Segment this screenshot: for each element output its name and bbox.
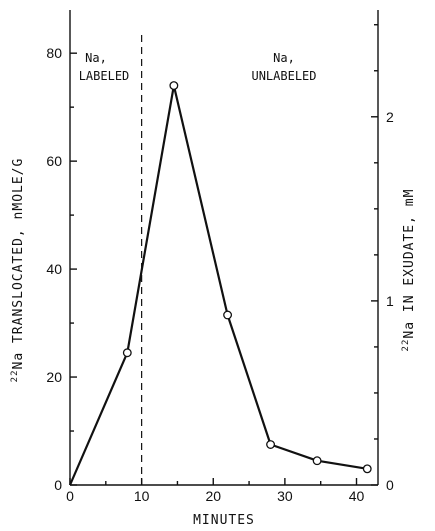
ticks: 0 10 20 30 40 0 20 40 60 80 0 1 2 — [46, 24, 394, 504]
y2-tick-label-0: 0 — [386, 477, 394, 493]
x-tick-label-30: 30 — [277, 488, 293, 504]
data-point-6 — [362, 464, 372, 474]
annotation-labeled-line1: Na, — [85, 51, 107, 65]
y2-axis-title-superscript: 22 — [401, 339, 411, 352]
y-tick-label-40: 40 — [46, 261, 62, 277]
x-tick-label-10: 10 — [134, 488, 150, 504]
annotation-unlabeled-line2: UNLABELED — [251, 69, 316, 83]
x-tick-label-20: 20 — [205, 488, 221, 504]
y2-tick-label-2: 2 — [386, 109, 394, 125]
annotation-labeled-line2: LABELED — [79, 69, 130, 83]
y-tick-label-0: 0 — [54, 477, 62, 493]
y2-tick-label-1: 1 — [386, 293, 394, 309]
y-axis-title-superscript: 22 — [10, 370, 20, 383]
x-axis-title: MINUTES — [193, 513, 255, 528]
annotation-unlabeled-line1: Na, — [273, 51, 295, 65]
y2-axis-title-text: Na IN EXUDATE, mM — [402, 189, 417, 339]
y-axis-title-text: Na TRANSLOCATED, nMOLE/G — [11, 158, 26, 370]
data-point-5 — [312, 456, 322, 466]
y-tick-label-60: 60 — [46, 153, 62, 169]
y2-axis-title: 22Na IN EXUDATE, mM — [401, 189, 417, 352]
y-tick-label-20: 20 — [46, 369, 62, 385]
data-point-2 — [169, 81, 179, 91]
data-marks — [68, 35, 372, 486]
data-point-4 — [266, 440, 276, 449]
y-tick-label-80: 80 — [46, 45, 62, 61]
data-point-3 — [223, 310, 233, 320]
axes — [69, 10, 379, 486]
x-tick-label-0: 0 — [66, 488, 74, 504]
x-tick-label-40: 40 — [349, 488, 365, 504]
y-axis-title: 22Na TRANSLOCATED, nMOLE/G — [10, 158, 26, 383]
series-line-0 — [68, 84, 368, 486]
data-point-1 — [122, 348, 132, 358]
